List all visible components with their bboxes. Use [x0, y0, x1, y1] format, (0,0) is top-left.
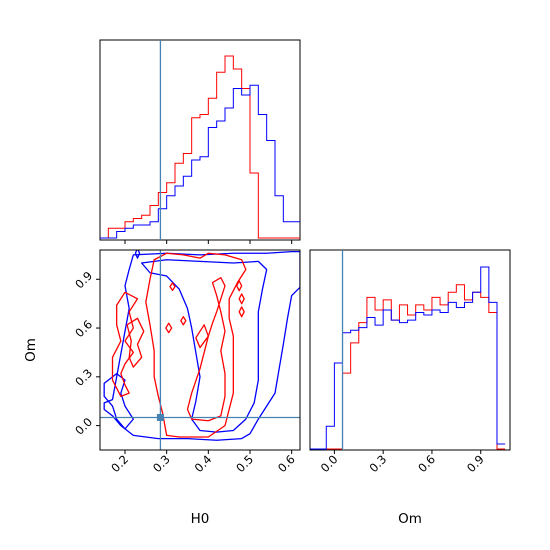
om-x-tick-label: 0.0: [318, 452, 341, 475]
contour-series-a: [186, 276, 226, 422]
om-histogram-step-series-1: [310, 284, 506, 450]
contour-frame: [99, 249, 301, 451]
contour-series-a: [195, 324, 209, 349]
h0-histogram-frame: [99, 39, 301, 241]
h0-histogram-ticks: [124, 240, 293, 244]
contour-series-a: [238, 293, 245, 305]
contour-ticks: 0.2 0.3 0.4 0.5 0.6 0.0 0.3 0.6 0.9: [72, 268, 298, 475]
om-histogram-marks: [310, 250, 506, 450]
contour-series-a: [236, 280, 243, 292]
x-tick-label: 0.4: [192, 452, 215, 475]
contour-series-a: [126, 317, 145, 368]
y-tick-label: 0.3: [72, 366, 95, 389]
y-tick-label: 0.9: [72, 268, 95, 291]
om-x-tick-label: 0.9: [464, 452, 487, 475]
om-histogram-step-series-2: [310, 266, 506, 450]
contour-series-b: [103, 250, 300, 441]
x-axis-label-h0: H0: [191, 511, 210, 527]
om-histogram-frame: [309, 249, 511, 451]
x-tick-label: 0.5: [233, 452, 256, 475]
om-histogram-panel: 0.0 0.3 0.6 0.9: [309, 249, 511, 475]
x-tick-label: 0.3: [150, 452, 173, 475]
y-axis-label-om: Om: [23, 338, 39, 362]
contour-series-a: [145, 252, 247, 438]
contour-series-b: [134, 250, 141, 259]
om-histogram-ticks: 0.0 0.3 0.6 0.9: [318, 450, 487, 475]
contour-marks: [100, 250, 300, 450]
om-x-tick-label: 0.3: [366, 452, 389, 475]
x-tick-label: 0.6: [275, 452, 298, 475]
x-tick-label: 0.2: [108, 452, 131, 475]
h0-histogram-step-series-2: [100, 84, 300, 239]
y-tick-label: 0.6: [72, 317, 95, 340]
contour-series-a: [165, 322, 173, 334]
h0-histogram-marks: [100, 40, 300, 240]
x-axis-label-om: Om: [398, 511, 422, 527]
om-x-tick-label: 0.6: [415, 452, 438, 475]
h0-histogram-panel: [99, 39, 301, 244]
contour-series-a: [180, 316, 187, 326]
contour-series-a: [238, 306, 245, 318]
truth-marker: [156, 413, 164, 421]
h0-histogram-step-series-1: [100, 55, 300, 239]
contour-series-a: [111, 291, 139, 397]
h0-om-contour-panel: 0.2 0.3 0.4 0.5 0.6 0.0 0.3 0.6 0.9: [72, 249, 301, 475]
y-tick-label: 0.0: [72, 415, 95, 438]
contour-series-b: [103, 372, 134, 430]
contour-series-a: [169, 282, 176, 291]
contour-series-b: [141, 259, 268, 433]
